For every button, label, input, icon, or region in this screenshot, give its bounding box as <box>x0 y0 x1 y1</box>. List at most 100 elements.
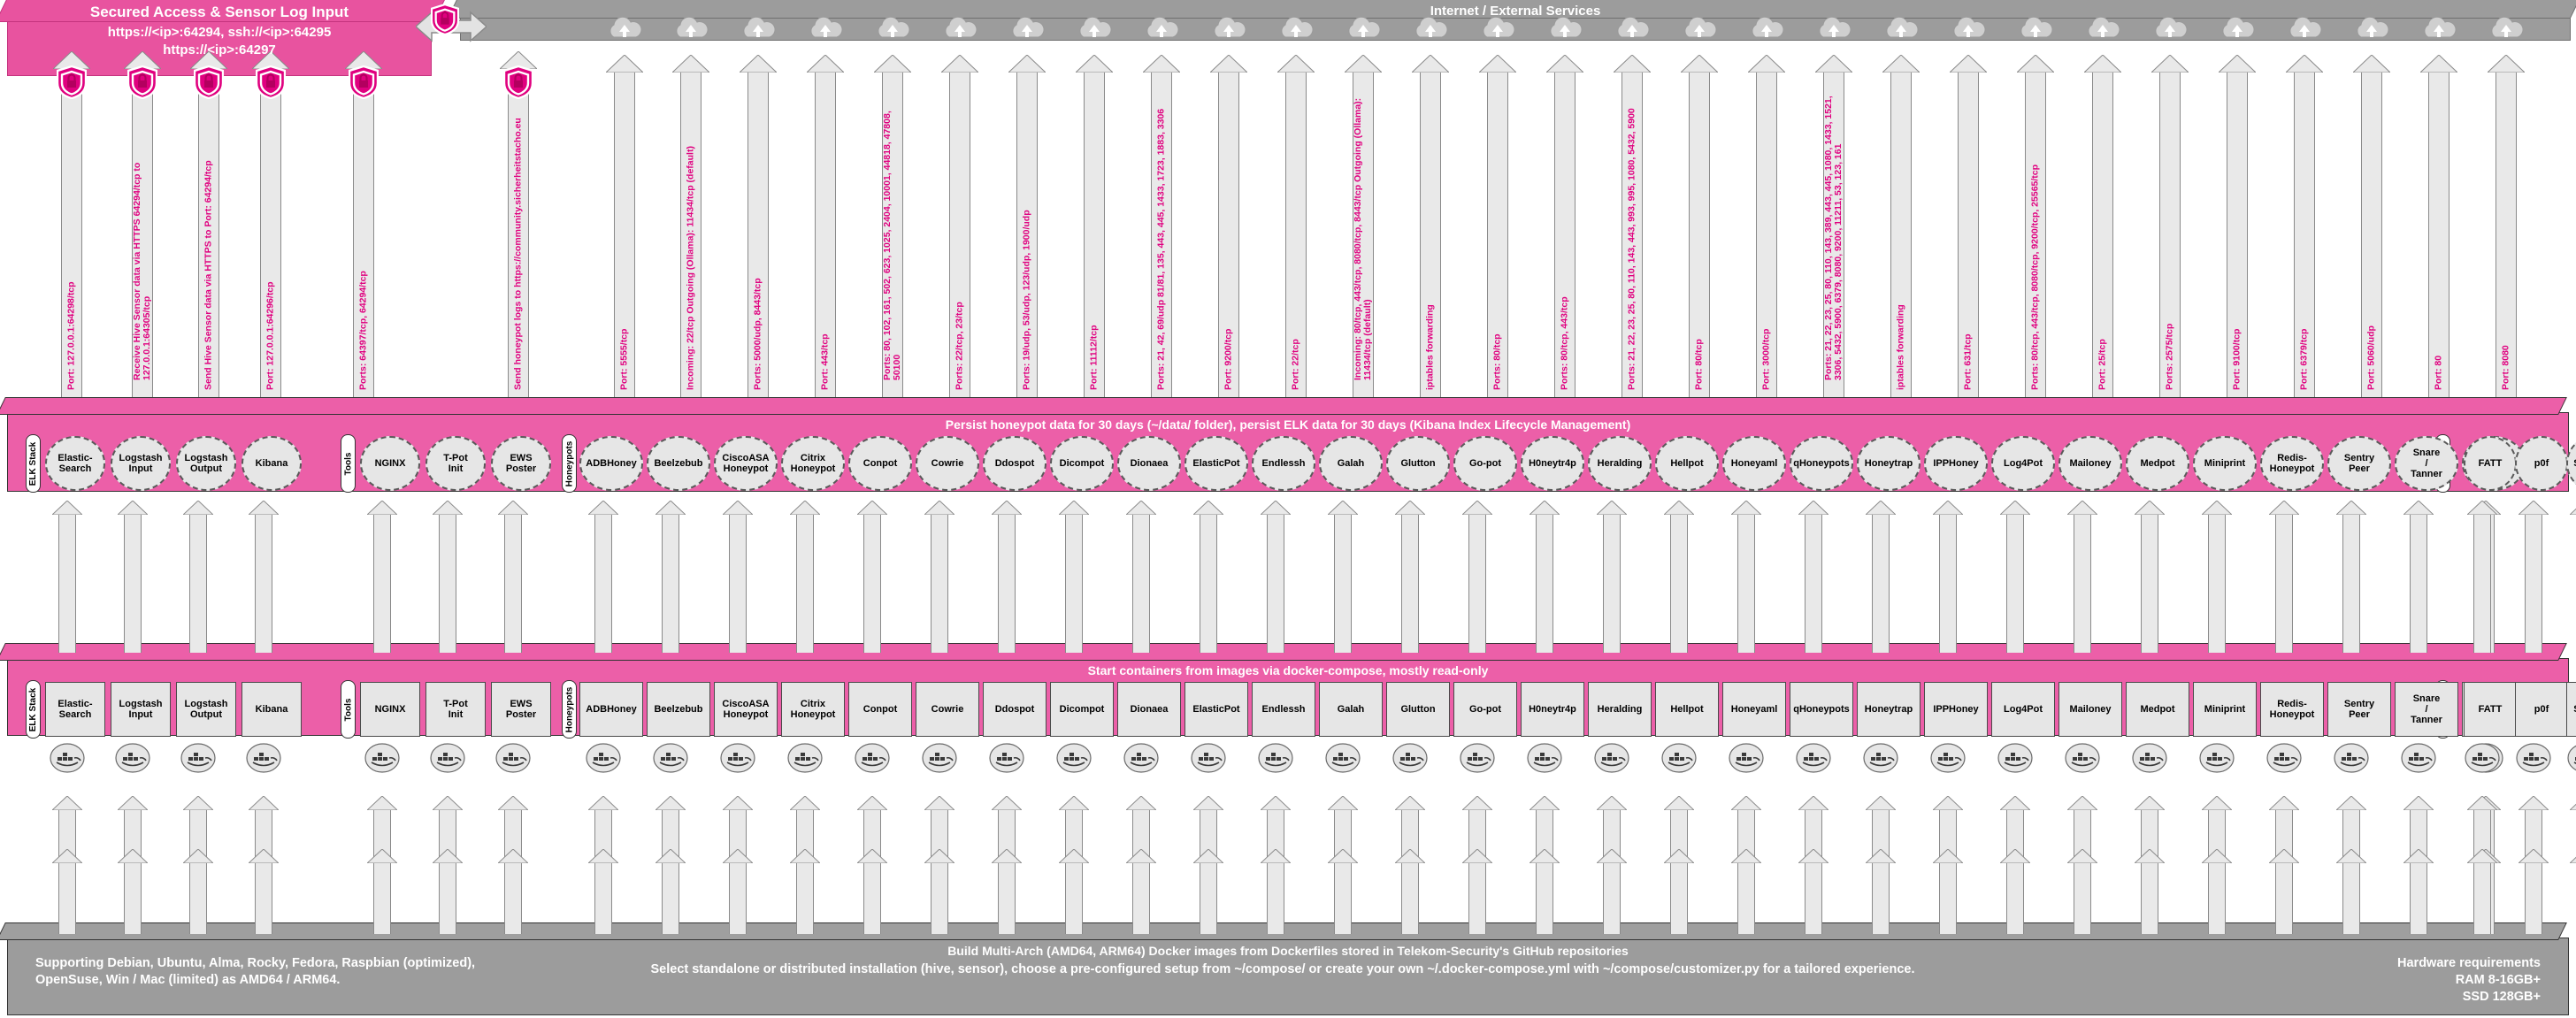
node-dicompot[interactable]: Dicompot <box>1050 682 1114 737</box>
node-ews-poster[interactable]: EWS Poster <box>491 682 551 737</box>
node-dionaea[interactable]: Dionaea <box>1117 682 1181 737</box>
vertical-flow-arrow <box>1597 501 1627 653</box>
node-mailoney[interactable]: Mailoney <box>2058 682 2122 737</box>
arrow-head-icon <box>723 849 753 863</box>
node-medpot[interactable]: Medpot <box>2126 436 2189 491</box>
node-snare-tanner[interactable]: Snare / Tanner <box>2395 682 2458 737</box>
node-h0neytr4p[interactable]: H0neytr4p <box>1521 682 1584 737</box>
node-miniprint[interactable]: Miniprint <box>2193 436 2257 491</box>
node-redis-honeypot[interactable]: Redis-Honeypot <box>2260 682 2324 737</box>
node-galah[interactable]: Galah <box>1319 682 1383 737</box>
node-nginx[interactable]: NGINX <box>360 682 420 737</box>
node-t-pot-init[interactable]: T-Pot Init <box>426 682 486 737</box>
node-elastic-search[interactable]: Elastic-Search <box>45 682 105 737</box>
arrow-head-icon <box>190 51 227 69</box>
node-glutton[interactable]: Glutton <box>1386 682 1450 737</box>
cloud-icon <box>873 16 912 39</box>
flow-arrow: Port: 5060/udp <box>2353 55 2390 405</box>
arrow-head-icon <box>1462 501 1492 515</box>
node-go-pot[interactable]: Go-pot <box>1453 436 1517 491</box>
node-qhoneypots[interactable]: qHoneypots <box>1790 436 1853 491</box>
node-adbhoney[interactable]: ADBHoney <box>579 682 643 737</box>
node-ews-poster[interactable]: EWS Poster <box>491 436 551 491</box>
node-elastic-search[interactable]: Elastic-Search <box>45 436 105 491</box>
node-label: Snare / Tanner <box>2411 693 2442 725</box>
node-log4pot[interactable]: Log4Pot <box>1991 682 2055 737</box>
node-nginx[interactable]: NGINX <box>360 436 420 491</box>
node-ipphoney[interactable]: IPPHoney <box>1924 436 1988 491</box>
node-hellpot[interactable]: Hellpot <box>1655 682 1719 737</box>
node-p0f[interactable]: p0f <box>2515 682 2568 737</box>
node-beelzebub[interactable]: Beelzebub <box>647 436 710 491</box>
node-qhoneypots[interactable]: qHoneypots <box>1790 682 1853 737</box>
node-logstash-output[interactable]: Logstash Output <box>176 436 236 491</box>
node-dicompot[interactable]: Dicompot <box>1050 436 1114 491</box>
node-ddospot[interactable]: Ddospot <box>983 436 1046 491</box>
node-fatt[interactable]: FATT <box>2464 682 2517 737</box>
node-adbhoney[interactable]: ADBHoney <box>579 436 643 491</box>
node-conpot[interactable]: Conpot <box>848 682 912 737</box>
node-citrix-honeypot[interactable]: Citrix Honeypot <box>781 682 845 737</box>
arrow-head-icon <box>367 501 397 515</box>
node-heralding[interactable]: Heralding <box>1588 682 1652 737</box>
node-galah[interactable]: Galah <box>1319 436 1383 491</box>
node-logstash-output[interactable]: Logstash Output <box>176 682 236 737</box>
node-endlessh[interactable]: Endlessh <box>1252 682 1315 737</box>
node-ciscoasa-honeypot[interactable]: CiscoASA Honeypot <box>714 436 778 491</box>
node-logstash-input[interactable]: Logstash Input <box>111 682 171 737</box>
node-label: Cowrie <box>931 704 964 715</box>
node-cowrie[interactable]: Cowrie <box>916 436 979 491</box>
node-endlessh[interactable]: Endlessh <box>1252 436 1315 491</box>
arrow-label: Incoming: 22/tcp Outgoing (Ollama): 1143… <box>685 146 696 390</box>
node-heralding[interactable]: Heralding <box>1588 436 1652 491</box>
node-honeyaml[interactable]: Honeyaml <box>1722 436 1786 491</box>
arrow-head-icon <box>2420 55 2457 73</box>
node-beelzebub[interactable]: Beelzebub <box>647 682 710 737</box>
node-glutton[interactable]: Glutton <box>1386 436 1450 491</box>
node-dionaea[interactable]: Dionaea <box>1117 436 1181 491</box>
node-snare-tanner[interactable]: Snare / Tanner <box>2395 436 2458 491</box>
node-citrix-honeypot[interactable]: Citrix Honeypot <box>781 436 845 491</box>
node-suricata[interactable]: Suricata <box>2566 682 2576 737</box>
node-label: Honeytrap <box>1864 704 1913 715</box>
node-go-pot[interactable]: Go-pot <box>1453 682 1517 737</box>
node-honeyaml[interactable]: Honeyaml <box>1722 682 1786 737</box>
node-medpot[interactable]: Medpot <box>2126 682 2189 737</box>
node-kibana[interactable]: Kibana <box>242 436 302 491</box>
node-kibana[interactable]: Kibana <box>242 682 302 737</box>
arrow-label: Ports: 5000/udp, 8443/tcp <box>752 278 763 390</box>
arrow-label: Port: 80/tcp <box>1693 339 1705 390</box>
node-logstash-input[interactable]: Logstash Input <box>111 436 171 491</box>
node-sentry-peer[interactable]: Sentry Peer <box>2327 682 2391 737</box>
node-honeytrap[interactable]: Honeytrap <box>1857 682 1920 737</box>
node-t-pot-init[interactable]: T-Pot Init <box>426 436 486 491</box>
node-elasticpot[interactable]: ElasticPot <box>1184 682 1248 737</box>
node-conpot[interactable]: Conpot <box>848 436 912 491</box>
node-honeytrap[interactable]: Honeytrap <box>1857 436 1920 491</box>
node-mailoney[interactable]: Mailoney <box>2058 436 2122 491</box>
node-cowrie[interactable]: Cowrie <box>916 682 979 737</box>
node-p0f[interactable]: p0f <box>2515 436 2568 491</box>
node-miniprint[interactable]: Miniprint <box>2193 682 2257 737</box>
vertical-flow-arrow <box>1193 849 1223 934</box>
node-redis-honeypot[interactable]: Redis-Honeypot <box>2260 436 2324 491</box>
arrow-label: Port: 9100/tcp <box>2231 328 2242 390</box>
docker-image-icon <box>1123 743 1159 773</box>
node-suricata[interactable]: Suricata <box>2566 436 2576 491</box>
node-elasticpot[interactable]: ElasticPot <box>1184 436 1248 491</box>
node-sentry-peer[interactable]: Sentry Peer <box>2327 436 2391 491</box>
arrow-label: Port: 443/tcp <box>819 333 831 390</box>
arrow-head-icon <box>249 501 279 515</box>
node-ciscoasa-honeypot[interactable]: CiscoASA Honeypot <box>714 682 778 737</box>
flow-arrow: Port: 9200/tcp <box>1210 55 1247 405</box>
flow-arrow: Send Hive Sensor data via HTTPS to Port:… <box>190 51 227 405</box>
node-hellpot[interactable]: Hellpot <box>1655 436 1719 491</box>
node-ipphoney[interactable]: IPPHoney <box>1924 682 1988 737</box>
flow-arrow: Ports: 2575/tcp <box>2151 55 2189 405</box>
node-h0neytr4p[interactable]: H0neytr4p <box>1521 436 1584 491</box>
node-fatt[interactable]: FATT <box>2464 436 2517 491</box>
node-ddospot[interactable]: Ddospot <box>983 682 1046 737</box>
arrow-head-icon <box>1395 796 1425 810</box>
node-log4pot[interactable]: Log4Pot <box>1991 436 2055 491</box>
vertical-flow-arrow <box>2067 501 2097 653</box>
